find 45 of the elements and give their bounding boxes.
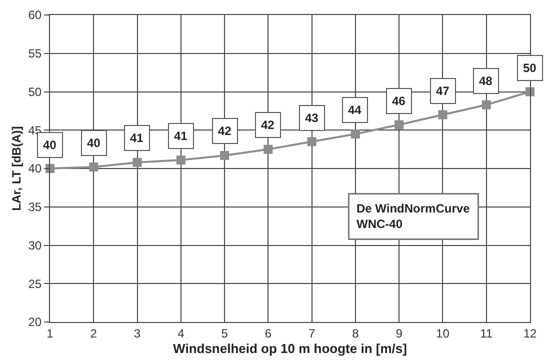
x-tick-label: 5 [221,326,228,340]
point [307,137,316,146]
x-axis-title: Windsnelheid op 10 m hoogte in [m/s] [173,341,407,356]
x-tick-label: 2 [90,326,98,340]
data-label: 47 [436,84,450,98]
point [89,162,98,172]
data-label: 46 [392,94,406,108]
y-axis-title: LAr, LT [dB(A)] [10,126,24,211]
x-tick-label: 10 [436,326,450,340]
data-label: 48 [479,74,493,88]
x-tick-label: 9 [396,326,403,340]
point [482,100,491,110]
point [350,129,360,138]
x-tick-label: 7 [308,326,316,340]
data-label: 44 [348,103,362,117]
x-tick-label: 4 [178,326,185,340]
y-tick-label: 25 [28,276,42,291]
y-tick-label: 60 [28,8,42,22]
data-label: 50 [523,61,537,75]
y-tick-label: 35 [28,200,42,214]
data-label: 42 [218,124,232,138]
x-tick-label: 3 [134,326,141,340]
x-tick-label: 8 [352,326,360,340]
y-tick-label: 55 [28,46,42,61]
data-label: 40 [87,136,101,150]
x-tick-label: 6 [264,326,272,340]
data-label: 41 [174,129,188,143]
point [438,110,448,120]
point [132,158,142,167]
y-tick-label: 50 [28,84,42,99]
data-label: 40 [43,138,57,152]
annotation: De WindNormCurve WNC-40 [356,202,470,232]
x-tick-label: 1 [46,326,54,340]
data-label: 41 [130,131,144,145]
data-label: 43 [305,111,319,125]
point [264,144,273,154]
y-tick-label: 40 [28,162,42,176]
point [176,156,186,165]
x-tick-label: 11 [480,326,493,340]
point [394,120,404,130]
point [220,150,230,160]
data-label: 42 [261,118,275,132]
y-tick-label: 30 [28,238,42,252]
x-tick-label: 12 [523,326,537,340]
y-tick-label: 20 [28,315,42,330]
